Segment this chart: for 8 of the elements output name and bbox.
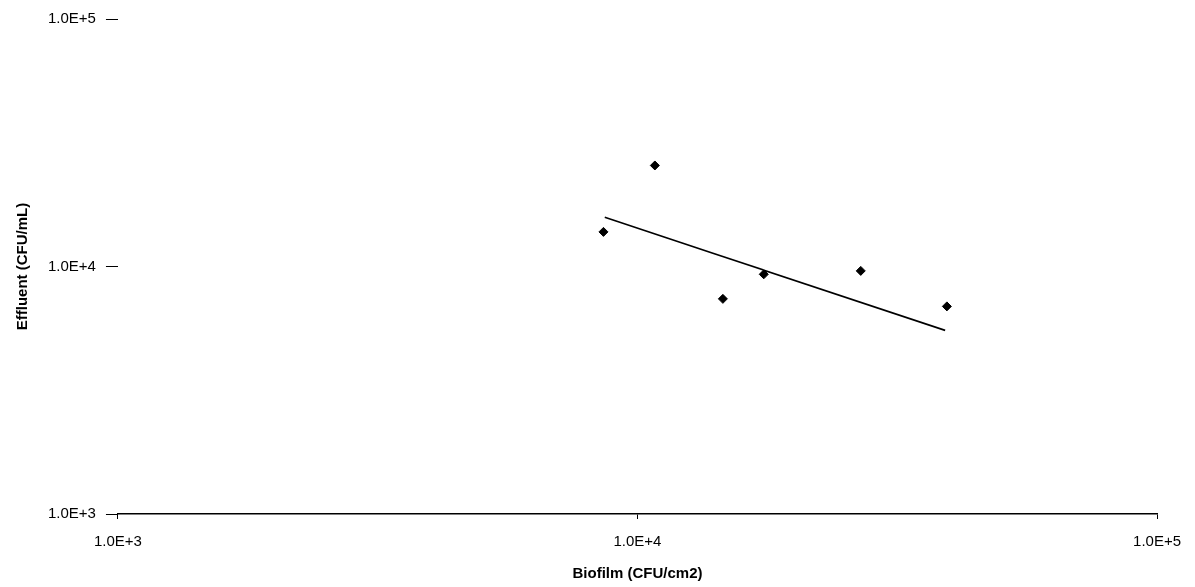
y-tick-label: 1.0E+4: [47, 256, 96, 274]
y-tick-label: 1.0E+5: [47, 9, 96, 27]
x-tick-label: 1.0E+5: [1133, 532, 1181, 550]
x-axis-title: Biofilm (CFU/cm2): [572, 564, 703, 582]
y-tick-label: 1.0E+3: [47, 504, 96, 522]
x-tick-label: 1.0E+4: [613, 532, 662, 550]
x-tick-label: 1.0E+3: [93, 532, 142, 550]
y-axis-title: Effluent (CFU/mL): [13, 202, 31, 331]
